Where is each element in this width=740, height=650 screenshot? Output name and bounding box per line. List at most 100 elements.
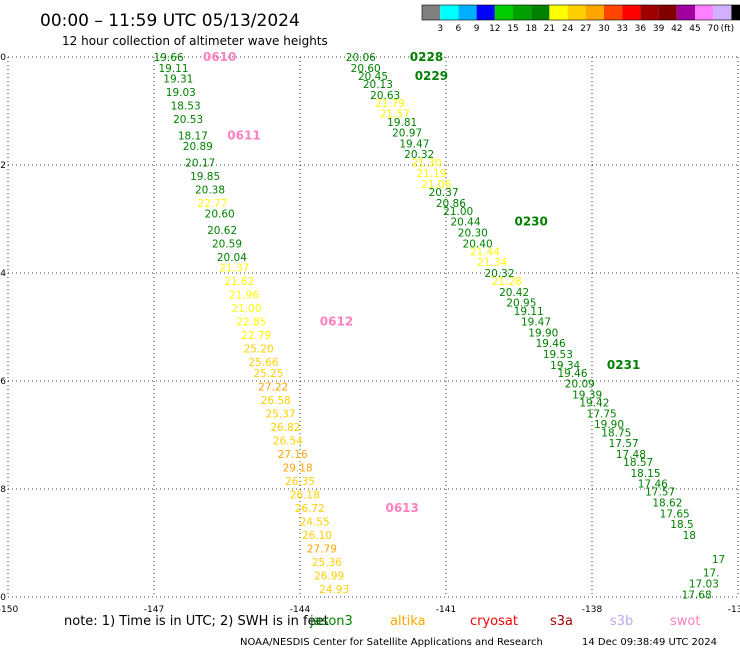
colorbar-label: 42 xyxy=(671,24,682,34)
wave-height-label: 20.32 xyxy=(484,268,514,280)
wave-height-label: 20.04 xyxy=(217,252,247,264)
wave-height-label: 20.44 xyxy=(450,217,480,229)
wave-height-label: 20.37 xyxy=(429,187,459,199)
colorbar-label: 12 xyxy=(489,24,500,34)
wave-height-label: 20.40 xyxy=(463,238,493,250)
plot-area xyxy=(8,57,738,597)
wave-height-label: 18.15 xyxy=(630,468,660,480)
wave-height-label: 26.82 xyxy=(270,422,300,434)
footer-timestamp: 14 Dec 09:38:49 UTC 2024 xyxy=(582,637,717,648)
x-tick-label: -147 xyxy=(144,605,164,615)
wave-height-label: 17. xyxy=(703,568,720,580)
satellite-legend: jason3 altika cryosat s3a s3b swot xyxy=(309,614,700,629)
grid-lines xyxy=(7,56,739,598)
footer-credit: NOAA/NESDIS Center for Satellite Applica… xyxy=(240,637,543,648)
colorbar-swatch xyxy=(658,5,677,20)
wave-height-label: 20.06 xyxy=(346,52,376,64)
wave-height-label: 17 xyxy=(712,554,725,566)
note-text: note: 1) Time is in UTC; 2) SWH is in fe… xyxy=(64,614,329,629)
colorbar-label: 45 xyxy=(689,24,700,34)
pass-time-label: 0612 xyxy=(320,315,353,329)
colorbar-unit: (ft) xyxy=(721,24,735,34)
colorbar-swatch xyxy=(640,5,659,20)
wave-height-label: 26.18 xyxy=(290,489,320,501)
pass-time-label: 0610 xyxy=(203,50,236,64)
wave-height-label: 25.66 xyxy=(248,357,278,369)
satellite-legend-item: s3a xyxy=(550,614,573,629)
colorbar-label: 15 xyxy=(507,24,518,34)
wave-height-label: 17.46 xyxy=(638,479,668,491)
x-tick-label: -135 xyxy=(728,605,740,615)
wave-height-label: 21.30 xyxy=(411,157,441,169)
wave-height-label: 19.85 xyxy=(190,171,220,183)
y-tick-label: -48 xyxy=(0,485,6,495)
wave-height-label: 18.62 xyxy=(652,498,682,510)
pass-time-label: 0228 xyxy=(410,50,443,64)
wave-height-label: 20.63 xyxy=(370,90,400,102)
wave-height-label: 20.32 xyxy=(404,149,434,161)
colorbar-swatch xyxy=(676,5,695,20)
wave-height-label: 29.18 xyxy=(283,462,313,474)
wave-height-label: 21.57 xyxy=(380,109,410,121)
wave-height-label: 21.19 xyxy=(416,168,446,180)
wave-height-label: 21.44 xyxy=(470,246,500,258)
colorbar-swatch xyxy=(604,5,623,20)
wave-height-label: 18.17 xyxy=(178,130,208,142)
wave-height-label: 19.42 xyxy=(579,398,609,410)
wave-height-label: 25.36 xyxy=(312,557,342,569)
wave-height-label: 20.09 xyxy=(565,379,595,391)
x-tick-label: -141 xyxy=(436,605,456,615)
wave-height-label: 26.58 xyxy=(261,395,291,407)
wave-height-label: 17.03 xyxy=(689,579,719,591)
wave-height-label: 25.20 xyxy=(244,344,274,356)
wave-height-label: 27.22 xyxy=(258,381,288,393)
colorbar-swatch xyxy=(494,5,513,20)
wave-height-label: 24.55 xyxy=(300,516,330,528)
colorbar-swatch xyxy=(458,5,477,20)
color-legend: 3 6 9 12 15 18 21 24 27 30 33 36 39 42 45 70 (ft) xyxy=(421,4,740,34)
satellite-legend-item: swot xyxy=(670,614,700,629)
colorbar-label: 27 xyxy=(580,24,591,34)
wave-height-label: 20.95 xyxy=(506,298,536,310)
wave-height-label: 19.81 xyxy=(387,117,417,129)
colorbar-label: 39 xyxy=(653,24,665,34)
wave-height-label: 19.31 xyxy=(163,74,193,86)
colorbar-label: 24 xyxy=(562,24,574,34)
pass-time-label: 0611 xyxy=(227,128,260,142)
y-tick-label: -40 xyxy=(0,53,6,63)
data-labels: 19.6619.1119.3119.0318.5320.5318.1720.89… xyxy=(154,52,726,601)
wave-height-label: 27.16 xyxy=(278,449,308,461)
wave-height-label: 25.37 xyxy=(265,408,295,420)
wave-height-label: 20.45 xyxy=(358,71,388,83)
colorbar-label: 18 xyxy=(525,24,537,34)
wave-height-label: 24.93 xyxy=(319,584,349,596)
wave-height-label: 17.48 xyxy=(616,449,646,461)
wave-height-label: 19.47 xyxy=(521,317,551,329)
colorbar-swatch xyxy=(531,5,550,20)
colorbar-label: 3 xyxy=(437,24,443,34)
wave-height-label: 20.86 xyxy=(436,198,466,210)
wave-height-label: 21.28 xyxy=(492,276,522,288)
x-tick-label: -138 xyxy=(582,605,603,615)
colorbar-swatch xyxy=(476,5,495,20)
wave-height-label: 21.34 xyxy=(477,257,507,269)
wave-height-label: 20.59 xyxy=(212,238,242,250)
wave-height-label: 20.97 xyxy=(392,128,422,140)
colorbar-swatch xyxy=(713,5,732,20)
colorbar-swatch xyxy=(422,5,441,20)
wave-height-label: 19.53 xyxy=(543,349,573,361)
wave-height-label: 21.62 xyxy=(224,276,254,288)
pass-labels: 0610 0611 0612 0613 0228 0229 0230 0231 xyxy=(203,50,640,515)
wave-height-label: 20.60 xyxy=(205,209,235,221)
wave-height-label: 20.42 xyxy=(499,287,529,299)
wave-height-label: 19.46 xyxy=(536,338,566,350)
pass-time-label: 0613 xyxy=(385,501,418,515)
wave-height-label: 17.75 xyxy=(587,408,617,420)
wave-height-label: 19.47 xyxy=(399,138,429,150)
satellite-legend-item: s3b xyxy=(610,614,633,629)
colorbar-swatch xyxy=(585,5,604,20)
x-tick-label: -150 xyxy=(0,605,18,615)
wave-height-label: 19.11 xyxy=(514,306,544,318)
colorbar-swatch xyxy=(622,5,641,20)
